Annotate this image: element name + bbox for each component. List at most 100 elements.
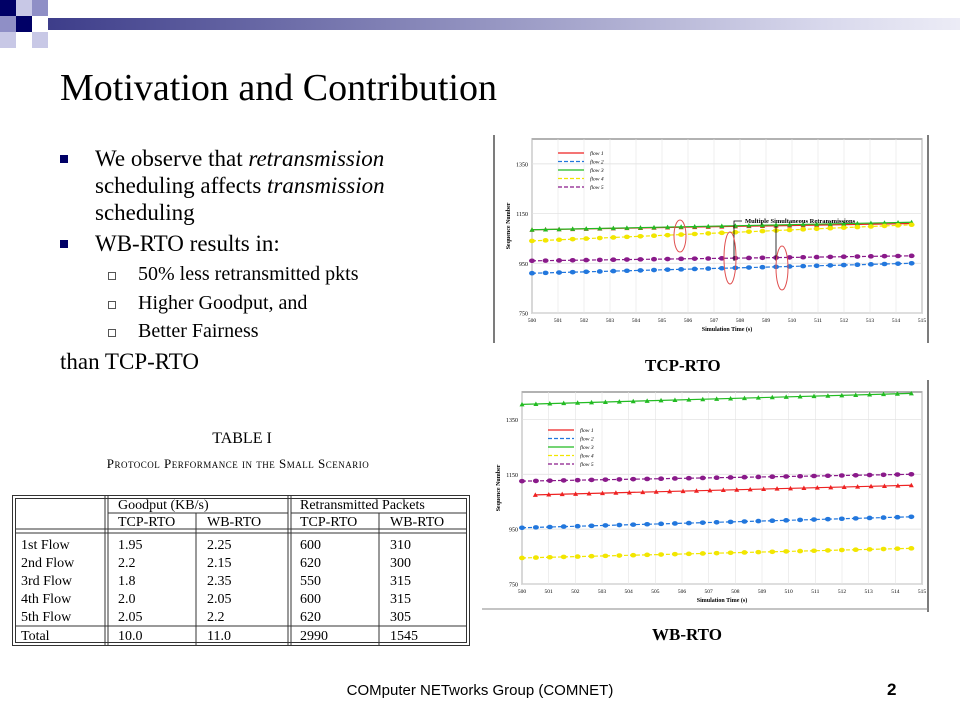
data-point	[613, 490, 619, 495]
data-point	[624, 225, 630, 230]
x-tick-label: 509	[758, 589, 767, 595]
trailer-text: than TCP-RTO	[60, 349, 199, 374]
data-point	[532, 525, 539, 530]
corner-square-deco	[16, 16, 32, 32]
data-point	[881, 220, 887, 225]
data-point	[573, 491, 579, 496]
data-point	[691, 256, 698, 261]
data-point	[908, 482, 914, 488]
table-group-header: Retransmitted Packets	[300, 498, 425, 513]
table-cell: 315	[390, 574, 411, 589]
data-point	[699, 551, 706, 556]
data-point	[769, 518, 776, 524]
data-point	[786, 227, 793, 233]
data-point	[840, 254, 847, 260]
series-flow-5	[529, 253, 915, 264]
subbullet-item: Higher Goodput, and	[138, 292, 308, 314]
data-point	[755, 395, 761, 400]
table-cell: 620	[300, 556, 321, 571]
data-point	[908, 260, 915, 266]
data-point	[693, 488, 699, 493]
data-point	[667, 488, 673, 494]
corner-square-deco	[16, 0, 32, 16]
data-point	[787, 485, 793, 491]
x-tick-label: 503	[606, 318, 615, 324]
data-point	[741, 395, 747, 401]
data-point	[769, 549, 776, 555]
data-point	[610, 268, 617, 274]
data-point	[854, 262, 861, 268]
highlight-ellipse	[723, 231, 737, 285]
data-point	[745, 255, 752, 261]
data-point	[713, 475, 720, 481]
data-point	[824, 548, 831, 553]
data-point	[811, 548, 817, 554]
x-tick-label: 514	[892, 318, 901, 324]
legend-label: flow 5	[590, 184, 604, 191]
x-tick-label: 507	[705, 589, 714, 595]
data-point	[867, 224, 874, 229]
data-point	[741, 474, 748, 480]
data-point	[616, 399, 622, 404]
data-point	[546, 478, 553, 483]
data-point	[718, 256, 725, 261]
data-point	[814, 221, 820, 227]
subbullet-item: Better Fairness	[138, 320, 259, 342]
table-cell: 2.05	[118, 610, 143, 625]
data-point	[596, 257, 603, 263]
data-point	[714, 396, 720, 401]
table-row-label: 4th Flow	[21, 592, 72, 607]
x-tick-label: 503	[598, 589, 607, 595]
data-point	[797, 473, 804, 479]
legend-label: flow 2	[590, 159, 604, 166]
data-point	[532, 492, 538, 497]
data-point	[602, 477, 609, 482]
data-point	[895, 253, 902, 259]
data-point	[774, 486, 780, 491]
data-point	[827, 254, 834, 260]
y-tick-label: 750	[509, 583, 518, 589]
data-point	[596, 269, 603, 274]
bullet-text: We observe that	[95, 146, 249, 171]
table-title: TABLE I	[212, 430, 272, 447]
table-cell: 2.2	[118, 556, 136, 571]
data-point	[671, 551, 678, 557]
data-point	[685, 475, 692, 481]
data-point	[894, 391, 900, 396]
data-point	[727, 475, 734, 480]
data-point	[658, 476, 665, 481]
data-point	[560, 554, 567, 560]
data-point	[569, 257, 576, 263]
table-cell: 1545	[390, 629, 418, 644]
x-tick-label: 512	[840, 318, 849, 324]
data-point	[653, 489, 659, 494]
data-point	[894, 546, 901, 551]
data-point	[707, 487, 713, 493]
bullet-marker	[60, 155, 68, 163]
data-point	[855, 484, 861, 489]
table-sub-header: WB-RTO	[390, 515, 444, 530]
data-point	[881, 223, 888, 229]
table-cell: 2.25	[207, 538, 232, 553]
data-point	[644, 476, 651, 482]
data-point	[797, 548, 804, 554]
data-point	[599, 490, 605, 496]
data-point	[839, 392, 845, 398]
x-axis-label: Simulation Time (s)	[702, 326, 752, 333]
bullet-text: scheduling	[95, 200, 195, 225]
series-flow-4	[519, 546, 915, 561]
data-point	[786, 255, 793, 260]
x-tick-label: 505	[651, 589, 660, 595]
data-point	[686, 397, 692, 402]
x-tick-label: 506	[684, 318, 693, 324]
data-point	[588, 553, 595, 559]
x-tick-label: 511	[811, 589, 819, 595]
bullet-marker	[60, 240, 68, 248]
table-cell: 310	[390, 538, 411, 553]
data-point	[908, 546, 915, 551]
data-point	[732, 255, 739, 261]
x-axis-label: Simulation Time (s)	[697, 597, 747, 604]
corner-square-deco	[32, 0, 48, 16]
data-point	[665, 224, 671, 230]
